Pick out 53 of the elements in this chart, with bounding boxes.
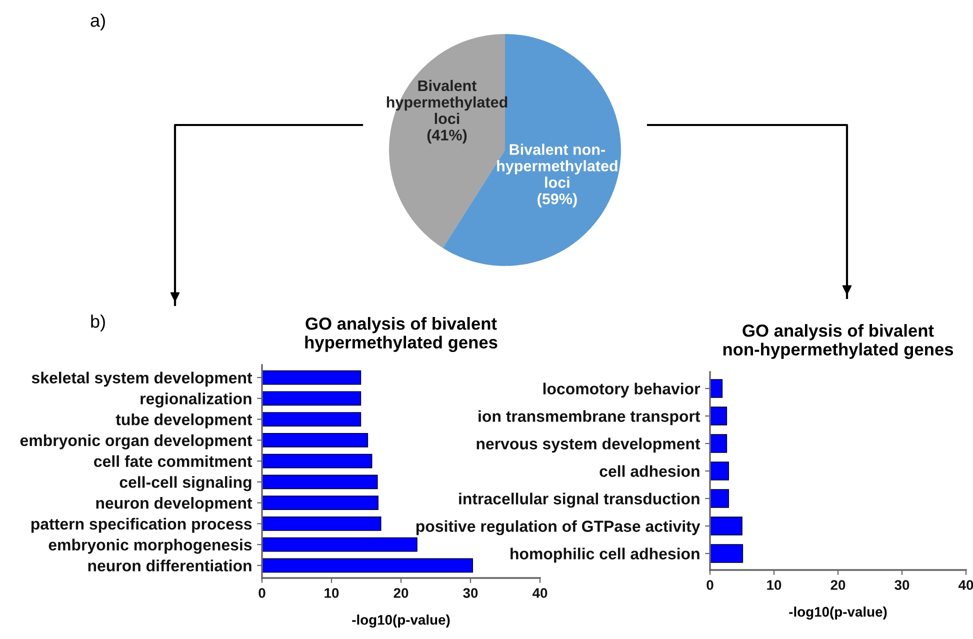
data-label: (59%) [538,193,577,208]
y-tick-label: positive regulation of GTPase activity [416,520,700,536]
chart-title: GO analysis of bivalent non-hypermethylated genes [723,324,954,360]
y-tick-label: locomotory behavior [543,382,700,398]
y-tick-label: neuron differentiation [88,560,252,572]
x-tick-label: 0 [706,580,714,590]
bar [262,454,372,468]
x-tick-label: 40 [958,580,973,590]
data-label: (41%) [427,129,467,144]
y-tick-label: regionalization [140,392,252,408]
x-tick-label: 0 [258,588,266,598]
bar [710,489,729,508]
text: a) [90,14,105,30]
x-tick-label: 30 [463,588,478,598]
bar [262,370,362,385]
y-tick-label: cell adhesion [600,465,700,477]
x-axis-title: -log10(p-value) [789,606,887,620]
bar [262,432,368,448]
bar [262,516,382,531]
y-tick-label: intracellular signal transduction [459,492,700,508]
bar [262,412,362,426]
y-tick-label: homophilic cell adhesion [510,548,700,563]
x-tick-label: 20 [394,588,408,598]
bar [262,474,378,490]
x-tick-label: 10 [767,580,782,590]
y-tick-label: cell fate commitment [94,455,252,468]
y-tick-label: neuron development [96,497,252,512]
bar [262,496,378,510]
bar [262,391,362,406]
y-tick-label: tube development [116,414,252,428]
x-tick-label: 20 [830,580,846,590]
text: b) [91,314,105,332]
chart-title: GO analysis of bivalent hypermethylated genes [305,317,498,352]
slice-label: Bivalent non- hypermethylated loci [497,144,618,188]
y-tick-label: cell-cell signaling [120,476,252,492]
y-tick-label: nervous system development [476,438,700,453]
x-tick-label: 10 [324,588,339,598]
bar [710,462,729,480]
bar [710,544,744,563]
bar [710,516,742,536]
bar [710,379,723,398]
y-tick-label: embryonic organ development [20,434,252,450]
y-tick-label: skeletal system development [32,372,252,387]
y-tick-label: pattern specification process [31,518,252,533]
y-tick-label: ion transmembrane transport [478,410,700,426]
x-axis-title: -log10(p-value) [352,614,450,628]
bar [262,537,418,552]
y-tick-label: embryonic morphogenesis [48,538,252,554]
bar [710,434,728,453]
bar [262,558,474,573]
x-tick-label: 30 [894,580,910,590]
bar [710,406,728,426]
x-tick-label: 40 [532,588,548,598]
